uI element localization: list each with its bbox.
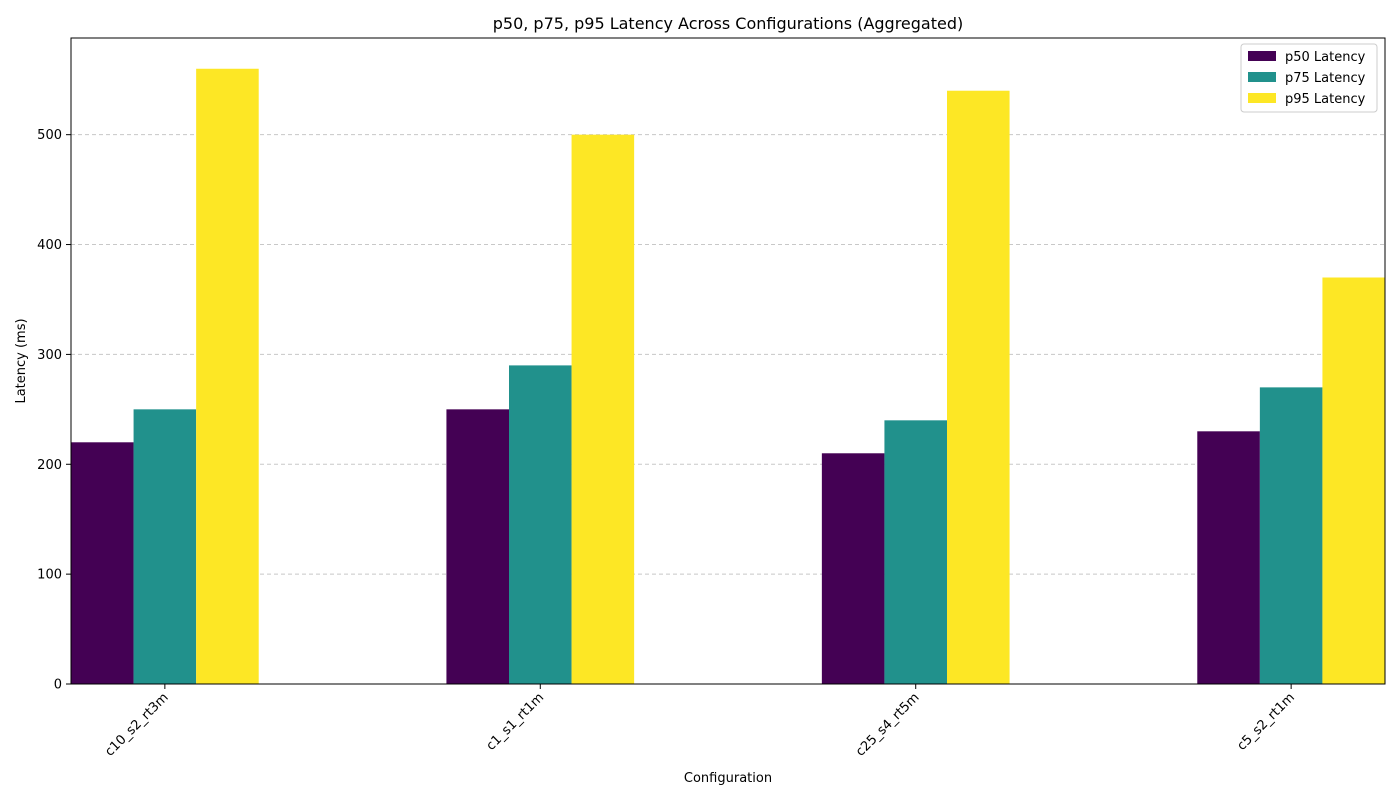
bar-p50-latency xyxy=(71,442,134,684)
legend-label: p75 Latency xyxy=(1285,71,1366,86)
gridlines xyxy=(71,134,1385,575)
y-axis-label: Latency (ms) xyxy=(14,318,29,403)
bar-p75-latency xyxy=(509,365,572,684)
legend-swatch xyxy=(1248,72,1276,82)
y-tick-label: 100 xyxy=(37,568,62,583)
bar-p75-latency xyxy=(1259,387,1323,684)
y-axis: 0 100 200 300 400 500 xyxy=(37,128,71,693)
bar-p50-latency xyxy=(446,409,509,684)
plot-frame xyxy=(70,37,1386,685)
bar-p95-latency xyxy=(196,68,259,684)
legend-label: p95 Latency xyxy=(1285,92,1366,107)
legend: p50 Latency p75 Latency p95 Latency xyxy=(1240,43,1378,113)
bar-p50-latency xyxy=(821,453,885,684)
bar-p75-latency xyxy=(884,420,947,684)
legend-swatch xyxy=(1248,93,1276,103)
bar-p50-latency xyxy=(1197,431,1260,684)
bar-p95-latency xyxy=(947,90,1010,685)
y-tick-label: 400 xyxy=(37,238,62,253)
y-tick-label: 0 xyxy=(54,678,62,693)
bar-p95-latency xyxy=(571,134,635,684)
x-axis-label: Configuration xyxy=(684,771,772,786)
bar-p95-latency xyxy=(1322,277,1385,684)
y-tick-label: 300 xyxy=(37,348,62,363)
y-tick-label: 200 xyxy=(37,458,62,473)
chart-title: p50, p75, p95 Latency Across Configurati… xyxy=(493,14,964,33)
legend-swatch xyxy=(1248,51,1276,61)
y-tick-label: 500 xyxy=(37,128,62,143)
bar-p75-latency xyxy=(133,409,197,684)
legend-label: p50 Latency xyxy=(1285,50,1366,65)
bars xyxy=(71,68,1385,685)
